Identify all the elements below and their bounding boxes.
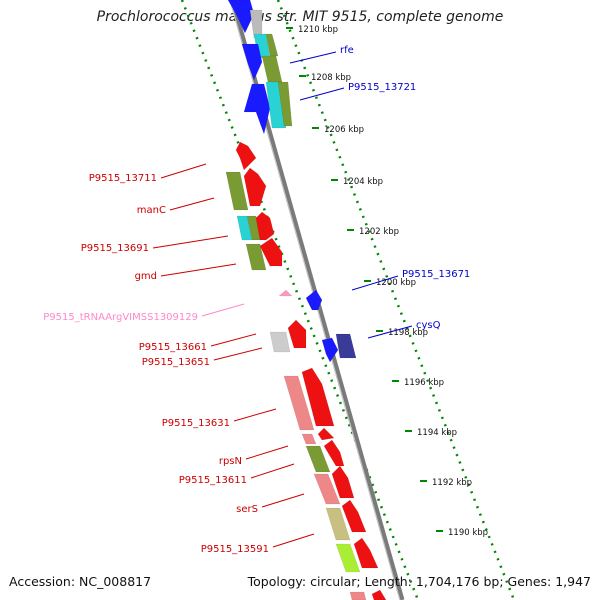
- kbp-tick-label: 1206 kbp: [324, 125, 364, 135]
- topology-text: Topology: circular; Length: 1,704,176 bp…: [247, 574, 591, 589]
- label-leader-line: [261, 493, 305, 508]
- label-leader-line: [289, 51, 337, 64]
- gene-arrow: [331, 465, 355, 499]
- gene-block: [325, 507, 351, 541]
- gene-block: [305, 445, 331, 473]
- gene-labels: rfe P9515_13721 P9515_13711 manC P9515_13691…: [43, 45, 470, 555]
- gene-arrow: [227, 0, 255, 34]
- gene-block: [313, 473, 341, 505]
- gene-label[interactable]: serS: [236, 504, 258, 515]
- gene-block: [277, 81, 293, 127]
- label-leader-line: [160, 263, 237, 277]
- label-leaders: [152, 51, 413, 548]
- gene-label[interactable]: rpsN: [219, 456, 242, 467]
- kbp-tick-label: 1198 kbp: [388, 328, 428, 338]
- label-leader-line: [152, 235, 229, 249]
- gene-arrow: [243, 83, 271, 135]
- gene-features: [225, 0, 387, 600]
- gene-label[interactable]: P9515_tRNAArgVIMSS1309129: [43, 312, 198, 323]
- gene-label[interactable]: P9515_13651: [142, 357, 210, 368]
- kbp-tick-label: 1192 kbp: [432, 478, 472, 488]
- kbp-ticks: 1210 kbp 1208 kbp 1206 kbp 1204 kbp 1202 kbp…: [286, 25, 488, 538]
- gene-block: [261, 55, 283, 83]
- label-leader-line: [250, 463, 295, 479]
- label-leader-line: [245, 445, 289, 460]
- label-leader-line: [210, 333, 257, 347]
- gene-label[interactable]: P9515_13711: [89, 173, 157, 184]
- label-leader-line: [169, 197, 215, 211]
- kbp-tick-label: 1210 kbp: [298, 25, 338, 35]
- trna-feature: [278, 289, 293, 297]
- kbp-tick-label: 1200 kbp: [376, 278, 416, 288]
- label-leader-line: [299, 87, 345, 101]
- gene-arrow: [235, 141, 257, 171]
- gene-block: [225, 171, 249, 211]
- gene-label[interactable]: P9515_13721: [348, 82, 416, 93]
- gene-arrow: [317, 427, 335, 441]
- kbp-tick-label: 1204 kbp: [343, 177, 383, 187]
- gene-block: [265, 33, 279, 57]
- kbp-tick-label: 1196 kbp: [404, 378, 444, 388]
- gene-arrow: [259, 237, 283, 267]
- gene-arrow: [287, 319, 307, 349]
- gene-label[interactable]: rfe: [340, 45, 354, 56]
- gene-label[interactable]: P9515_13691: [81, 243, 149, 254]
- label-leader-line: [351, 275, 399, 291]
- gene-block: [283, 375, 315, 431]
- gene-block: [301, 433, 317, 445]
- scale-guide-right: [276, 0, 516, 600]
- genome-title: Prochlorococcus marinus str. MIT 9515, c…: [96, 9, 504, 25]
- kbp-tick-label: 1208 kbp: [311, 73, 351, 83]
- kbp-tick-label: 1194 kbp: [417, 428, 457, 438]
- gene-label[interactable]: manC: [137, 205, 166, 216]
- gene-label[interactable]: P9515_13661: [139, 342, 207, 353]
- gene-block: [245, 243, 267, 271]
- label-leader-line: [160, 163, 207, 179]
- gene-label[interactable]: P9515_13631: [162, 418, 230, 429]
- label-leader-line: [367, 325, 413, 339]
- gene-block: [349, 591, 367, 600]
- gene-label[interactable]: P9515_13591: [201, 544, 269, 555]
- scale-guide-left: [180, 0, 420, 600]
- label-leader-line: [233, 408, 277, 422]
- accession-text: Accession: NC_008817: [9, 574, 152, 589]
- label-leader-line: [272, 533, 315, 548]
- gene-arrow: [371, 589, 387, 600]
- gene-arrow: [353, 537, 379, 569]
- gene-arrow: [255, 211, 275, 241]
- label-leader-line: [201, 303, 245, 317]
- gene-label[interactable]: cysQ: [416, 320, 441, 331]
- gene-block: [335, 333, 357, 359]
- kbp-tick-label: 1202 kbp: [359, 227, 399, 237]
- gene-arrow: [301, 367, 335, 427]
- gene-arrow: [305, 289, 323, 311]
- gene-arrow: [323, 439, 345, 467]
- gene-arrow: [241, 43, 263, 81]
- gene-label[interactable]: gmd: [135, 271, 157, 282]
- gene-block: [335, 543, 361, 573]
- gene-label[interactable]: P9515_13671: [402, 269, 470, 280]
- gene-block: [269, 331, 291, 353]
- label-leader-line: [213, 347, 263, 361]
- gene-arrow: [243, 167, 267, 207]
- gene-arrow: [341, 499, 367, 533]
- gene-label[interactable]: P9515_13611: [179, 475, 247, 486]
- gene-arrow: [321, 337, 339, 363]
- kbp-tick-label: 1190 kbp: [448, 528, 488, 538]
